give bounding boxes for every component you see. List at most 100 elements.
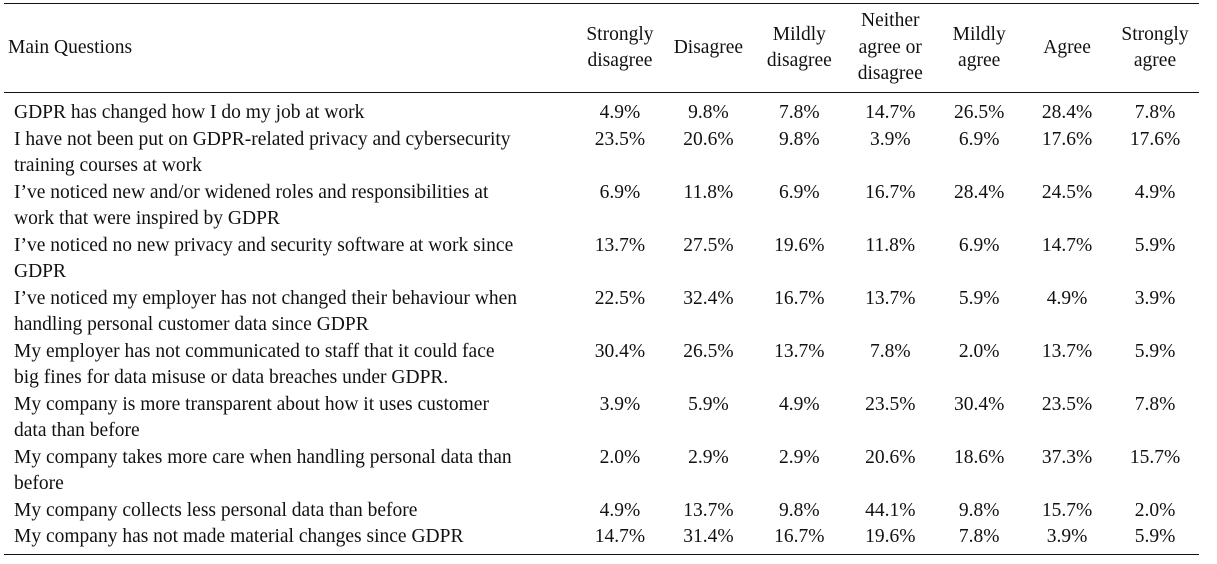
question-text-line: My company takes more care when handling…	[14, 446, 512, 468]
table-header-row: Main Questions Strongly disagree Disagree…	[4, 3, 1199, 93]
question-cell: I’ve noticed new and/or widened roles an…	[4, 180, 576, 233]
percentage-cell: 16.7%	[774, 287, 825, 309]
table-row: I’ve noticed no new privacy and security…	[4, 233, 1199, 286]
column-header-agree: Agree	[1023, 3, 1111, 93]
percentage-cell: 6.9%	[599, 181, 641, 203]
question-text-line: My employer has not communicated to staf…	[14, 340, 495, 362]
question-text-line: My company has not made material changes…	[14, 526, 464, 547]
percentage-cell: 2.0%	[958, 340, 1000, 362]
question-text-line: My company is more transparent about how…	[14, 393, 489, 415]
percentage-cell: 23.5%	[594, 128, 646, 150]
percentage-cell: 2.9%	[688, 446, 729, 468]
percentage-cell: 15.7%	[1129, 446, 1181, 468]
percentage-cell: 9.8%	[688, 102, 729, 123]
table-row: My employer has not communicated to staf…	[4, 339, 1199, 392]
percentage-cell: 14.7%	[1041, 234, 1093, 256]
question-cell: My company collects less personal data t…	[4, 498, 576, 525]
percentage-cell: 16.7%	[865, 181, 916, 203]
percentage-cell: 3.9%	[869, 128, 911, 150]
percentage-cell: 30.4%	[953, 393, 1005, 415]
percentage-cell: 44.1%	[865, 499, 916, 521]
percentage-cell: 11.8%	[683, 181, 734, 203]
table-row: My company has not made material changes…	[4, 524, 1199, 555]
percentage-cell: 5.9%	[1134, 234, 1176, 256]
percentage-cell: 15.7%	[1041, 499, 1093, 521]
question-text-line: I’ve noticed new and/or widened roles an…	[14, 181, 489, 203]
question-text-line: data than before	[14, 420, 140, 441]
percentage-cell: 13.7%	[1041, 340, 1093, 362]
percentage-cell: 5.9%	[688, 393, 729, 415]
question-text-line: My company collects less personal data t…	[14, 499, 418, 521]
percentage-cell: 30.4%	[594, 340, 646, 362]
percentage-cell: 19.6%	[845, 524, 936, 555]
percentage-cell: 7.8%	[1134, 393, 1176, 415]
table-row: I’ve noticed my employer has not changed…	[4, 286, 1199, 339]
percentage-cell: 13.7%	[683, 499, 734, 521]
survey-results-table: Main Questions Strongly disagree Disagree…	[4, 3, 1199, 555]
percentage-cell: 6.9%	[958, 234, 1000, 256]
question-cell: My company is more transparent about how…	[4, 392, 576, 445]
percentage-cell: 9.8%	[958, 499, 1000, 521]
question-cell: My employer has not communicated to staf…	[4, 339, 576, 392]
table-row: My company is more transparent about how…	[4, 392, 1199, 445]
column-header-strongly-agree: Strongly agree	[1111, 3, 1199, 93]
question-cell: I’ve noticed my employer has not changed…	[4, 286, 576, 339]
question-text-line: I’ve noticed my employer has not changed…	[14, 287, 518, 309]
table-row: I have not been put on GDPR-related priv…	[4, 127, 1199, 180]
question-text-line: work that were inspired by GDPR	[14, 208, 280, 229]
percentage-cell: 18.6%	[953, 446, 1005, 468]
percentage-cell: 23.5%	[1041, 393, 1093, 415]
question-text-line: I have not been put on GDPR-related priv…	[14, 128, 511, 150]
percentage-cell: 26.5%	[953, 102, 1005, 123]
percentage-cell: 20.6%	[865, 446, 916, 468]
percentage-cell: 22.5%	[594, 287, 646, 309]
percentage-cell: 4.9%	[779, 393, 820, 415]
question-text-line: training courses at work	[14, 155, 202, 176]
percentage-cell: 23.5%	[865, 393, 916, 415]
percentage-cell: 24.5%	[1041, 181, 1093, 203]
question-cell: My company has not made material changes…	[4, 524, 577, 555]
percentage-cell: 9.8%	[779, 499, 820, 521]
percentage-cell: 3.9%	[1023, 524, 1111, 555]
percentage-cell: 13.7%	[774, 340, 825, 362]
question-cell: My company takes more care when handling…	[4, 445, 576, 498]
percentage-cell: 6.9%	[779, 181, 820, 203]
column-header-strongly-disagree: Strongly disagree	[576, 3, 664, 93]
question-text-line: handling personal customer data since GD…	[14, 314, 369, 335]
percentage-cell: 11.8%	[865, 234, 916, 256]
percentage-cell: 26.5%	[683, 340, 734, 362]
percentage-cell: 2.0%	[599, 446, 641, 468]
percentage-cell: 7.8%	[935, 524, 1024, 555]
percentage-cell: 13.7%	[594, 234, 646, 256]
column-header-disagree: Disagree	[663, 3, 754, 93]
percentage-cell: 2.9%	[779, 446, 820, 468]
percentage-cell: 13.7%	[865, 287, 916, 309]
column-header-mildly-disagree: Mildly disagree	[753, 3, 846, 93]
percentage-cell: 7.8%	[1134, 102, 1176, 123]
percentage-cell: 16.7%	[753, 524, 846, 555]
table-row: GDPR has changed how I do my job at work…	[4, 93, 1199, 127]
table-row: I’ve noticed new and/or widened roles an…	[4, 180, 1199, 233]
column-header-mildly-agree: Mildly agree	[935, 3, 1024, 93]
percentage-cell: 5.9%	[1134, 340, 1176, 362]
percentage-cell: 14.7%	[576, 524, 664, 555]
percentage-cell: 37.3%	[1041, 446, 1093, 468]
column-header-neither: Neither agree or disagree	[845, 3, 936, 93]
percentage-cell: 4.9%	[1046, 287, 1088, 309]
percentage-cell: 3.9%	[1134, 287, 1176, 309]
question-text-line: GDPR has changed how I do my job at work	[14, 102, 365, 123]
table-row: My company takes more care when handling…	[4, 445, 1199, 498]
percentage-cell: 9.8%	[779, 128, 820, 150]
percentage-cell: 32.4%	[683, 287, 734, 309]
percentage-cell: 7.8%	[779, 102, 820, 123]
percentage-cell: 14.7%	[865, 102, 916, 123]
question-text-line: big fines for data misuse or data breach…	[14, 367, 449, 388]
table-body: GDPR has changed how I do my job at work…	[4, 93, 1199, 555]
question-cell: GDPR has changed how I do my job at work	[4, 93, 576, 127]
percentage-cell: 5.9%	[1111, 524, 1199, 555]
percentage-cell: 4.9%	[1134, 181, 1176, 203]
percentage-cell: 2.0%	[1134, 499, 1176, 521]
question-text-line: GDPR	[14, 261, 67, 282]
percentage-cell: 28.4%	[953, 181, 1005, 203]
